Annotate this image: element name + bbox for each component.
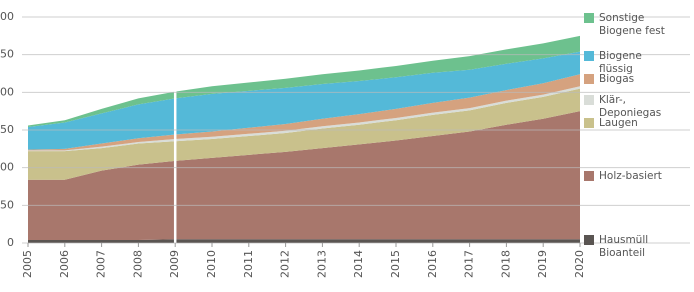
y-tick-label: 150 (0, 123, 14, 136)
x-tick-label: 2008 (131, 250, 144, 278)
legend-item: Klär-, Deponiegas (584, 94, 694, 120)
legend-label: Sonstige Biogene fest (599, 12, 665, 37)
area (28, 111, 580, 240)
area (28, 51, 580, 150)
legend-swatch (584, 171, 594, 181)
x-tick-label: 2020 (573, 250, 586, 278)
legend-swatch (584, 235, 594, 245)
legend-item: Laugen (584, 117, 694, 130)
x-tick-label: 2017 (463, 250, 476, 278)
y-tick-label: 200 (0, 85, 14, 98)
legend-item: Hausmüll Bioanteil (584, 234, 694, 260)
x-tick-label: 2010 (205, 250, 218, 278)
area (28, 88, 580, 180)
legend-item: Holz-basiert (584, 170, 694, 183)
x-tick-label: 2007 (95, 250, 108, 278)
legend-label: Hausmüll Bioanteil (599, 234, 649, 259)
x-tick-label: 2014 (352, 250, 365, 278)
x-tick-label: 2005 (21, 250, 34, 278)
legend-item: Biogas (584, 73, 694, 86)
legend-label: Laugen (599, 117, 638, 129)
legend-swatch (584, 13, 594, 23)
legend-swatch (584, 95, 594, 105)
legend-swatch (584, 51, 594, 61)
y-tick-label: 250 (0, 48, 14, 61)
x-tick-label: 2006 (58, 250, 71, 278)
legend-swatch (584, 118, 594, 128)
x-tick-label: 2013 (315, 250, 328, 278)
legend-swatch (584, 74, 594, 84)
legend-item: Biogene flüssig (584, 50, 694, 76)
y-tick-label: 50 (0, 198, 14, 211)
legend-label: Klär-, Deponiegas (599, 94, 662, 119)
area (28, 35, 580, 127)
x-tick-label: 2009 (168, 250, 181, 278)
x-tick-label: 2019 (536, 250, 549, 278)
legend-label: Biogas (599, 73, 635, 85)
x-tick-label: 2018 (499, 250, 512, 278)
x-tick-label: 2015 (389, 250, 402, 278)
x-tick-label: 2012 (279, 250, 292, 278)
area (28, 239, 580, 243)
y-tick-label: 0 (7, 236, 14, 249)
legend-label: Biogene flüssig (599, 50, 642, 75)
y-tick-label: 300 (0, 10, 14, 23)
y-tick-label: 100 (0, 161, 14, 174)
legend-item: Sonstige Biogene fest (584, 12, 694, 38)
x-tick-label: 2011 (242, 250, 255, 278)
legend-label: Holz-basiert (599, 170, 662, 182)
x-tick-label: 2016 (426, 250, 439, 278)
